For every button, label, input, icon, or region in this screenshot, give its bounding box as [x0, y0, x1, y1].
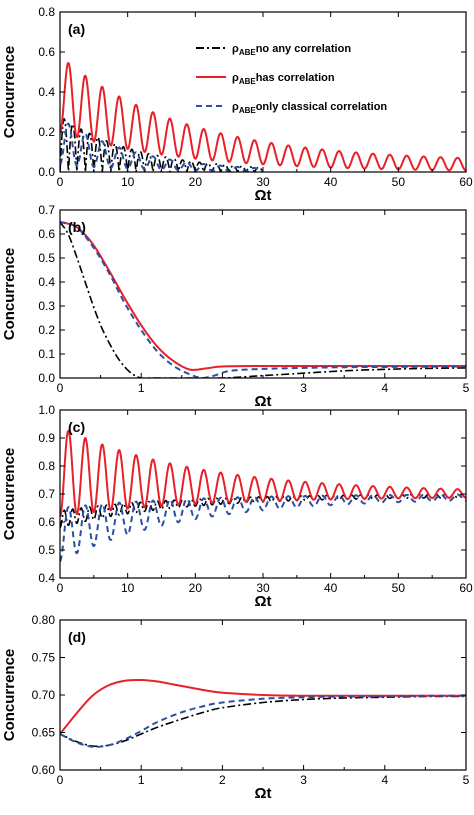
panel-b-ytick-label: 0.6 [38, 227, 55, 241]
panel-c-xtick-label: 30 [256, 581, 270, 595]
legend-subscript: ABE [239, 48, 257, 57]
legend-label: ρABEonly classical correlation [232, 101, 387, 115]
panel-b-series-1-line [60, 221, 466, 378]
panel-b-series-2-line [60, 221, 466, 371]
panel-a-ytick-label: 0.4 [38, 85, 55, 99]
panel-d-ytick-label: 0.65 [32, 726, 56, 740]
panel-a-ytick-label: 0.0 [38, 165, 55, 179]
panel-a-xtick-label: 30 [256, 175, 270, 189]
panel-c-series-2-line [60, 429, 466, 518]
panel-b-xtick-label: 4 [381, 381, 388, 395]
panel-c-xtick-label: 20 [189, 581, 203, 595]
panel-d: 0 1 2 3 4 5 0.60 0.65 0.70 0.75 0.80 Ωt Concurrence (… [1, 613, 470, 802]
panel-d-xlabel: Ωt [254, 785, 271, 802]
panel-a-series-3-line [60, 122, 264, 172]
panel-c-series [60, 429, 466, 562]
panel-b-xtick-label: 5 [463, 381, 470, 395]
panel-a-label: (a) [68, 21, 85, 37]
panel-a: 0 10 20 30 40 50 60 0.0 0.2 0.4 0.6 0.8 Ωt Concurrenc… [1, 5, 473, 204]
panel-a-ylabel: Concurrence [1, 46, 18, 139]
panel-c-label: (c) [68, 419, 85, 435]
panel-b-xtick-label: 1 [138, 381, 145, 395]
panel-c-xtick-label: 40 [324, 581, 338, 595]
panel-b-series [60, 221, 466, 378]
panel-c-ytick-label: 0.6 [38, 515, 55, 529]
panel-d-ytick-label: 0.80 [32, 613, 56, 627]
panel-d-ytick-label: 0.60 [32, 763, 56, 777]
panel-d-series [60, 678, 466, 748]
panel-b-xtick-label: 3 [300, 381, 307, 395]
legend-entry: ρABEno any correlation [196, 43, 351, 57]
legend-text: no any correlation [256, 43, 352, 55]
panel-d-xtick-label: 1 [138, 773, 145, 787]
panel-c-ytick-label: 0.5 [38, 543, 55, 557]
panel-a-ytick-label: 0.6 [38, 45, 55, 59]
panel-b-ytick-label: 0.2 [38, 323, 55, 337]
panel-b: 0 1 2 3 4 5 0.0 0.1 0.2 0.3 0.4 0.5 0.6 0.7 Ωt Concurre… [1, 203, 470, 410]
panel-c-xtick-label: 10 [121, 581, 135, 595]
panel-c-xtick-label: 0 [57, 581, 64, 595]
panel-b-ytick-label: 0.3 [38, 299, 55, 313]
legend-text: only classical correlation [256, 101, 388, 113]
panel-d-xtick-label: 3 [300, 773, 307, 787]
panel-b-label: (b) [68, 219, 86, 235]
legend-entry: ρABEonly classical correlation [196, 101, 387, 115]
panel-a-xtick-label: 10 [121, 175, 135, 189]
panel-b-frame [59, 209, 467, 379]
panel-c: 0 10 20 30 40 50 60 0.4 0.5 0.6 0.7 0.8 0.9 1.0 Ωt Conc… [1, 403, 473, 610]
panel-c-ytick-label: 0.7 [38, 487, 55, 501]
panel-d-xtick-label: 5 [463, 773, 470, 787]
legend-text: has correlation [256, 72, 335, 84]
panel-b-ytick-label: 0.7 [38, 203, 55, 217]
panel-b-xtick-label: 2 [219, 381, 226, 395]
legend-label: ρABEno any correlation [232, 43, 351, 57]
panel-d-xtick-label: 0 [57, 773, 64, 787]
panel-d-xtick-label: 4 [381, 773, 388, 787]
panel-d-label: (d) [68, 629, 86, 645]
legend-symbol: ρ [232, 72, 239, 84]
panel-d-series-2-line [60, 678, 466, 735]
panel-a-xtick-label: 40 [324, 175, 338, 189]
panel-b-ytick-label: 0.0 [38, 371, 55, 385]
panel-d-series-1-line [60, 695, 466, 748]
panel-a-ytick-label: 0.2 [38, 125, 55, 139]
panel-c-ylabel: Concurrence [1, 448, 18, 541]
panel-c-xtick-label: 60 [459, 581, 473, 595]
legend-subscript: ABE [239, 77, 257, 86]
panel-b-ylabel: Concurrence [1, 248, 18, 341]
panel-b-ytick-label: 0.1 [38, 347, 55, 361]
panel-a-xlabel: Ωt [254, 187, 271, 204]
panel-c-ytick-label: 0.4 [38, 571, 55, 585]
legend-subscript: ABE [239, 106, 257, 115]
panel-d-ytick-label: 0.75 [32, 651, 56, 665]
panel-a-xtick-label: 20 [189, 175, 203, 189]
panel-d-xtick-label: 2 [219, 773, 226, 787]
panel-c-frame [59, 409, 467, 579]
panel-b-xtick-label: 0 [57, 381, 64, 395]
panel-c-xtick-label: 50 [392, 581, 406, 595]
panel-b-ytick-label: 0.4 [38, 275, 55, 289]
panel-a-ytick-label: 0.8 [38, 5, 55, 19]
legend-label: ρABEhas correlation [232, 72, 335, 86]
legend-symbol: ρ [232, 43, 239, 55]
panel-d-ylabel: Concurrence [1, 649, 18, 742]
panel-a-xtick-label: 0 [57, 175, 64, 189]
panel-c-ytick-label: 1.0 [38, 403, 55, 417]
panel-c-xlabel: Ωt [254, 593, 271, 610]
legend-entry: ρABEhas correlation [196, 72, 335, 86]
panel-b-ytick-label: 0.5 [38, 251, 55, 265]
panel-b-xlabel: Ωt [254, 393, 271, 410]
panel-a-xtick-label: 50 [392, 175, 406, 189]
panel-b-series-3-line [60, 221, 466, 378]
legend-symbol: ρ [232, 101, 239, 113]
panel-c-ytick-label: 0.9 [38, 431, 55, 445]
panel-c-series-3-line [60, 493, 466, 562]
panel-c-ytick-label: 0.8 [38, 459, 55, 473]
panel-a-xtick-label: 60 [459, 175, 473, 189]
panel-d-series-3-line [60, 694, 466, 748]
panel-d-ytick-label: 0.70 [32, 688, 56, 702]
